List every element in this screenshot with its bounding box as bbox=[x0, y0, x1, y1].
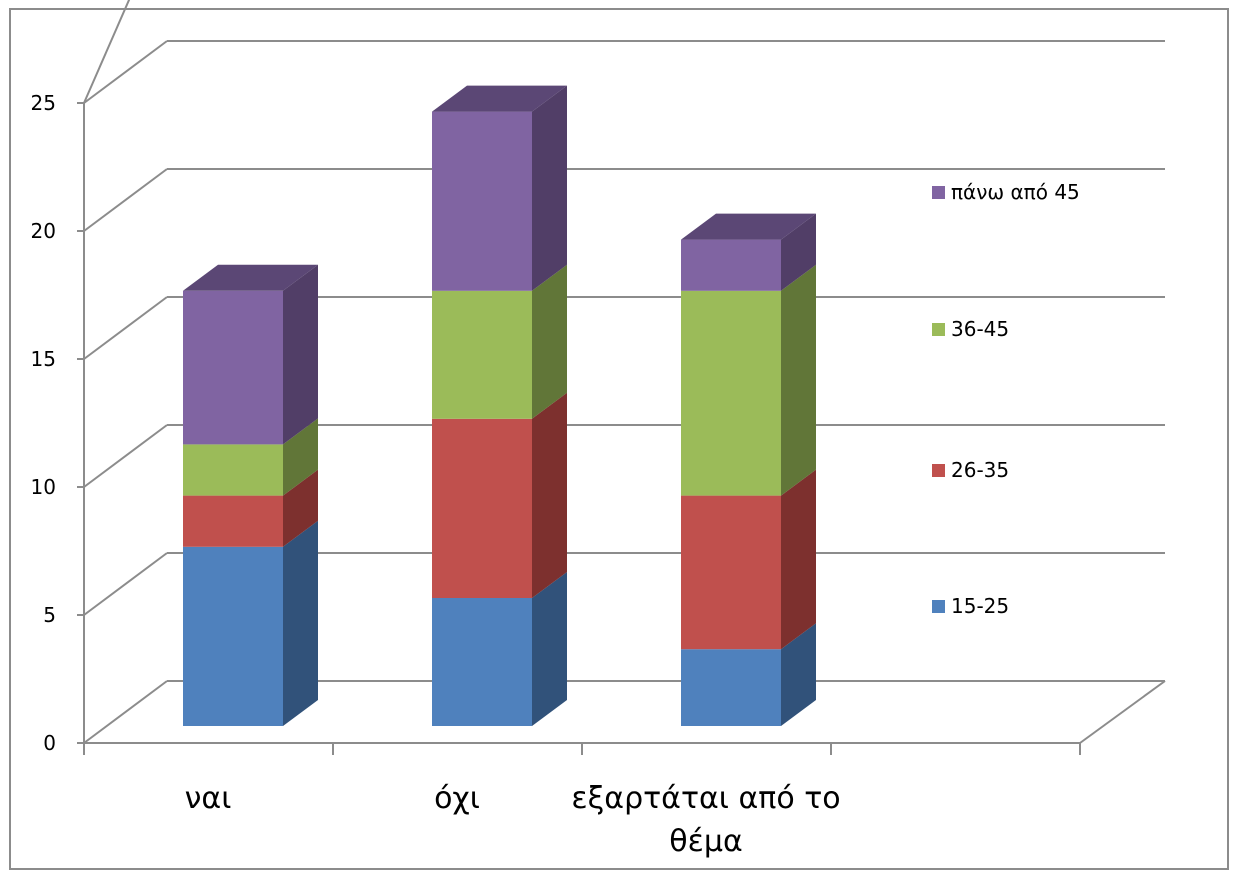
side-wall-line bbox=[83, 40, 168, 104]
legend-swatch bbox=[932, 464, 945, 477]
bar-segment-side bbox=[781, 264, 816, 496]
category-labels: ναι όχι εξαρτάται από το θέμα bbox=[185, 781, 841, 859]
category-label: ναι bbox=[185, 781, 232, 816]
bar-top bbox=[183, 264, 318, 291]
bar-segment bbox=[681, 495, 781, 650]
bar-segment-side bbox=[781, 213, 816, 291]
bar-segment bbox=[183, 290, 283, 445]
bar-segment bbox=[183, 546, 283, 726]
legend-label: πάνω από 45 bbox=[951, 180, 1080, 204]
category-label: όχι bbox=[434, 781, 480, 816]
legend-label: 15-25 bbox=[951, 594, 1009, 618]
y-tick-labels: 0 5 10 15 20 25 bbox=[31, 91, 56, 755]
bar-segment bbox=[432, 418, 532, 598]
y-tick-label: 0 bbox=[43, 731, 56, 755]
side-wall-line bbox=[83, 424, 168, 488]
bar-segment bbox=[183, 495, 283, 547]
axes bbox=[77, 102, 1081, 755]
side-wall-line-top bbox=[83, 0, 131, 104]
bar-segment bbox=[432, 111, 532, 291]
floor-right-edge bbox=[1079, 680, 1166, 744]
y-tick-label: 5 bbox=[43, 603, 56, 627]
bar-segment bbox=[183, 444, 283, 496]
bar-segment-side bbox=[781, 469, 816, 650]
legend-swatch bbox=[932, 600, 945, 613]
legend-swatch bbox=[932, 323, 945, 336]
bar-top bbox=[681, 213, 816, 240]
bar-segment-side bbox=[532, 85, 567, 291]
bar-top bbox=[432, 85, 567, 112]
chart-walls bbox=[83, 0, 1166, 744]
bar-segment bbox=[432, 598, 532, 726]
category-label: θέμα bbox=[669, 824, 742, 859]
bar-segment-side bbox=[532, 572, 567, 726]
legend-swatch bbox=[932, 186, 945, 199]
bar-segment bbox=[432, 290, 532, 419]
bar-segment-side bbox=[283, 418, 318, 496]
y-tick-label: 10 bbox=[31, 475, 56, 499]
side-wall-line bbox=[83, 168, 168, 232]
side-wall-line bbox=[83, 680, 168, 744]
bar-segment-side bbox=[283, 264, 318, 445]
legend-label: 36-45 bbox=[951, 317, 1009, 341]
y-tick-label: 20 bbox=[31, 219, 56, 243]
category-label: εξαρτάται από το bbox=[571, 781, 840, 816]
side-wall-line bbox=[83, 552, 168, 616]
bar-segment bbox=[681, 649, 781, 726]
y-tick-label: 15 bbox=[31, 347, 56, 371]
legend-label: 26-35 bbox=[951, 458, 1009, 482]
legend: πάνω από 45 36-45 26-35 15-25 bbox=[932, 180, 1080, 618]
y-tick-label: 25 bbox=[31, 91, 56, 115]
bar-segment-side bbox=[532, 392, 567, 598]
bar-segment-side bbox=[283, 520, 318, 726]
gridlines bbox=[167, 40, 1165, 682]
bar-segment-side bbox=[781, 623, 816, 726]
bar-segment bbox=[681, 239, 781, 291]
bar-segment-side bbox=[532, 264, 567, 419]
bar-segment bbox=[681, 290, 781, 496]
bars bbox=[183, 85, 816, 726]
bar-segment-side bbox=[283, 469, 318, 547]
side-wall-line bbox=[83, 296, 168, 360]
